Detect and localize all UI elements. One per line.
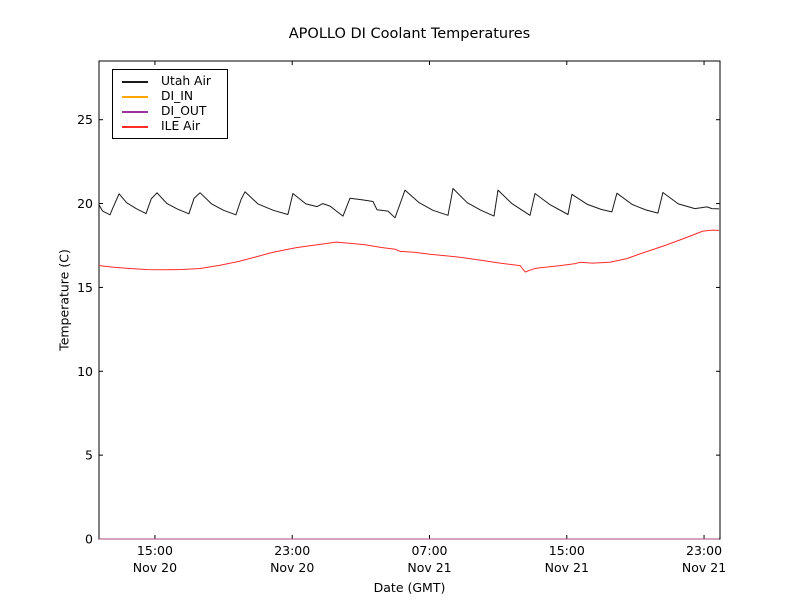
x-tick-label-date: Nov 20 <box>270 560 314 575</box>
legend-item: DI_IN <box>113 89 227 104</box>
y-axis-label: Temperature (C) <box>56 249 72 351</box>
legend: Utah Air DI_IN DI_OUT ILE Air <box>112 69 228 139</box>
legend-item: Utah Air <box>113 74 227 89</box>
series-line-ile-air <box>98 229 720 273</box>
legend-line-swatch <box>122 125 148 128</box>
y-tick-label: 15 <box>77 280 93 295</box>
legend-item: ILE Air <box>113 119 227 134</box>
x-tick-label-date: Nov 21 <box>545 560 589 575</box>
x-axis-label: Date (GMT) <box>373 580 446 595</box>
x-tick-label-date: Nov 20 <box>133 560 177 575</box>
chart-title: APOLLO DI Coolant Temperatures <box>288 26 531 42</box>
y-tick-label: 5 <box>85 448 93 463</box>
legend-line-swatch <box>122 80 148 83</box>
series-line-utah-air <box>98 188 720 219</box>
y-tick-label: 20 <box>77 196 93 211</box>
x-tick-label-date: Nov 21 <box>407 560 451 575</box>
y-tick-label: 10 <box>77 364 93 379</box>
x-tick-label: 07:00 <box>411 543 447 558</box>
x-tick-label-date: Nov 21 <box>682 560 726 575</box>
x-tick-label: 15:00 <box>549 543 585 558</box>
legend-item: DI_OUT <box>113 104 227 119</box>
legend-line-swatch <box>122 95 148 98</box>
legend-label: ILE Air <box>161 119 201 133</box>
x-tick-label: 15:00 <box>137 543 173 558</box>
y-tick-label: 25 <box>77 112 93 127</box>
legend-line-swatch <box>122 110 148 113</box>
x-tick-label: 23:00 <box>686 543 722 558</box>
x-tick-label: 23:00 <box>274 543 310 558</box>
y-tick-label: 0 <box>85 532 93 547</box>
legend-label: DI_IN <box>161 89 194 103</box>
legend-label: Utah Air <box>161 74 211 88</box>
legend-label: DI_OUT <box>161 104 207 118</box>
